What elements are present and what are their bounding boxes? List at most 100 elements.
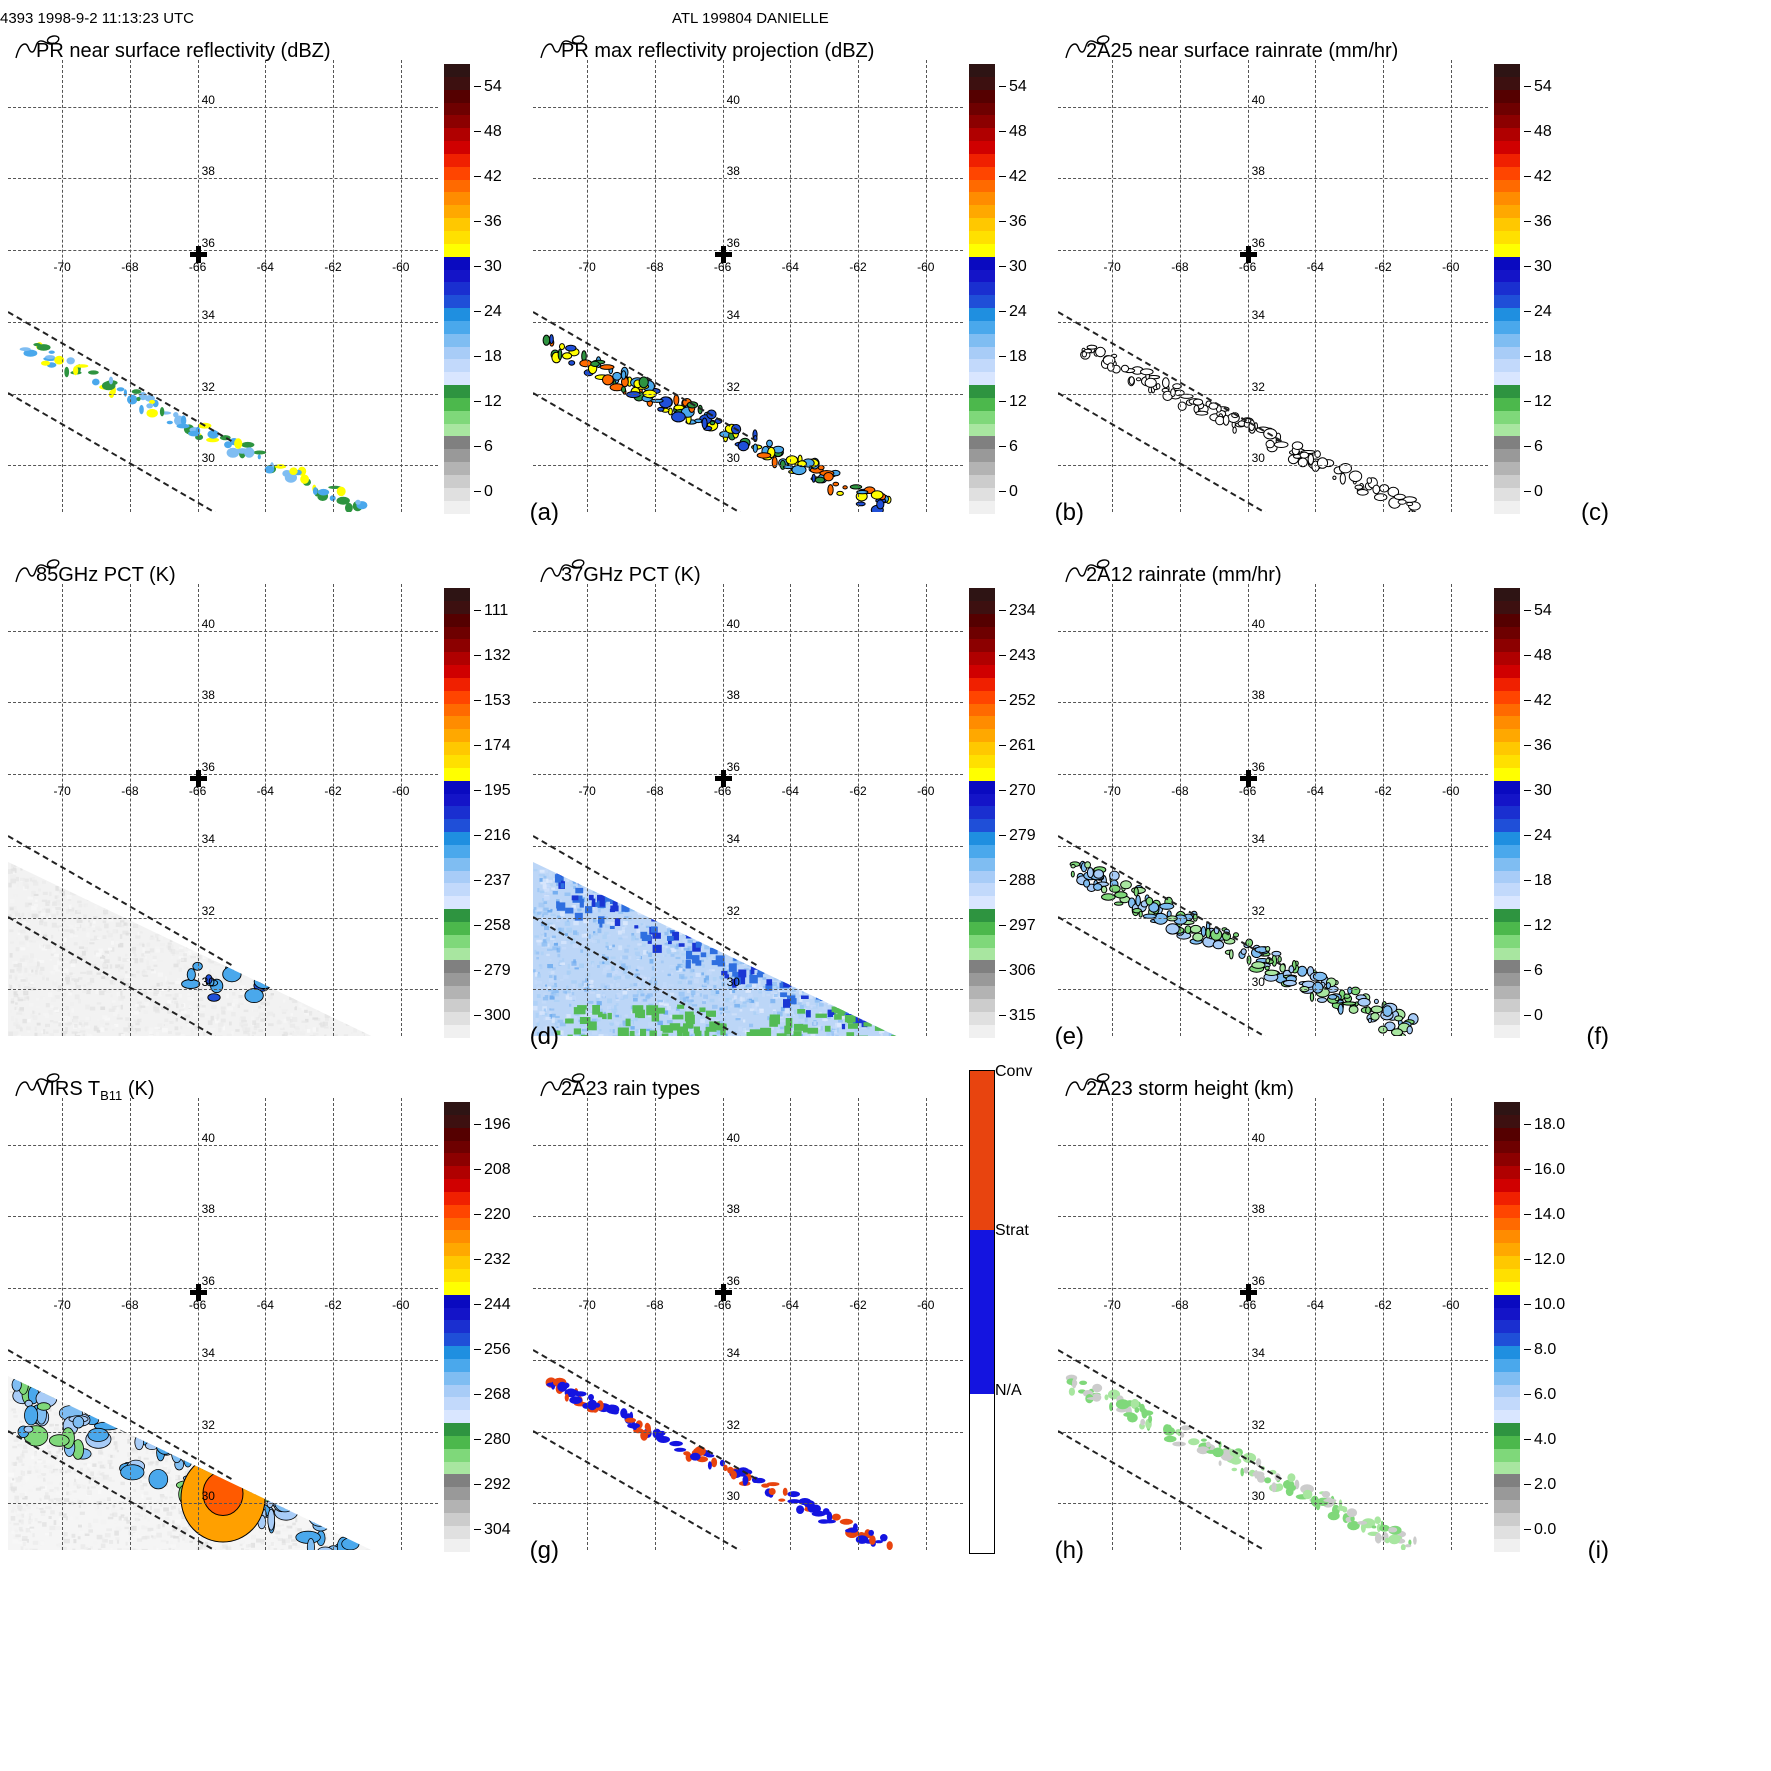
grid-line-lat xyxy=(533,1288,963,1290)
panel-title-subscript: B11 xyxy=(100,1088,123,1103)
colorbar-segment xyxy=(444,230,470,244)
colorbar-tick-label: 42 xyxy=(999,168,1027,186)
tick-dash xyxy=(999,400,1006,402)
lon-tick-label: -62 xyxy=(1374,259,1392,274)
colorbar-tick-label: 174 xyxy=(474,737,511,755)
grid-line-lat xyxy=(8,1288,438,1290)
panel-title-a: PR near surface reflectivity (dBZ) xyxy=(36,40,331,62)
colorbar-tick-label: 18 xyxy=(474,348,502,366)
panel-letter-e: (e) xyxy=(1054,1023,1084,1050)
map-g[interactable]: -70 -68 -66 -64 -62 -60 40 38 36 34 32 30 xyxy=(8,1098,438,1550)
panel-letter-a: (a) xyxy=(529,499,559,526)
colorbar-tick-label: 292 xyxy=(474,1476,511,1494)
tick-value: 220 xyxy=(484,1205,511,1223)
map-d[interactable]: -70 -68 -66 -64 -62 -60 40 38 36 34 32 30 xyxy=(8,584,438,1036)
colorbar-segment xyxy=(1494,921,1520,935)
tick-dash xyxy=(474,1528,481,1530)
colorbar-tick-label: 54 xyxy=(1524,602,1552,620)
colorbar-segment xyxy=(1494,819,1520,833)
colorbar-segment xyxy=(1494,179,1520,193)
tick-dash xyxy=(999,609,1006,611)
storm-center-marker xyxy=(189,245,207,263)
colorbar-segment xyxy=(1494,230,1520,244)
grid-line-lat xyxy=(533,630,963,632)
tick-value: 279 xyxy=(1009,826,1036,844)
colorbar-segment xyxy=(444,716,470,730)
colorbar-segment xyxy=(444,1114,470,1128)
colorbar-tick-label: 30 xyxy=(1524,782,1552,800)
colorbar-segment xyxy=(444,500,470,514)
grid-line-lat xyxy=(8,1503,438,1505)
colorbar-segment xyxy=(1494,1114,1520,1128)
satellite-swath xyxy=(8,861,372,1036)
colorbar-segment xyxy=(969,639,995,653)
grid-line-lon xyxy=(1247,1098,1249,1550)
grid-line-lon xyxy=(197,1098,199,1550)
tick-value: 306 xyxy=(1009,961,1036,979)
map-f[interactable]: -70 -68 -66 -64 -62 -60 40 38 36 34 32 30 xyxy=(1058,584,1488,1036)
colorbar-segment xyxy=(1494,359,1520,373)
colorbar-segment xyxy=(444,1011,470,1025)
lon-tick-label: -68 xyxy=(121,259,139,274)
colorbar-segment xyxy=(1494,690,1520,704)
grid-line-lon xyxy=(1315,1098,1317,1550)
tick-value: 0 xyxy=(1534,482,1543,500)
tick-value: 42 xyxy=(484,167,502,185)
map-i[interactable]: -70 -68 -66 -64 -62 -60 40 38 36 34 32 30 xyxy=(1058,1098,1488,1550)
tick-dash xyxy=(1524,1528,1531,1530)
colorbar-segment xyxy=(1494,1024,1520,1038)
map-h[interactable]: -70 -68 -66 -64 -62 -60 40 38 36 34 32 30 xyxy=(533,1098,963,1550)
lon-tick-label: -64 xyxy=(781,1297,799,1312)
lat-tick-label: 34 xyxy=(1251,831,1265,846)
lat-tick-label: 36 xyxy=(726,1274,740,1289)
tick-dash xyxy=(474,609,481,611)
grid-line-lon xyxy=(790,584,792,1036)
colorbar-segment xyxy=(444,1217,470,1231)
panel-title-h: 2A23 rain types xyxy=(561,1078,700,1100)
tick-dash xyxy=(999,699,1006,701)
lon-tick-label: -66 xyxy=(1238,259,1257,274)
colorbar-tick-label: 268 xyxy=(474,1386,511,1404)
rainrate-colorbar xyxy=(1494,64,1520,514)
map-c[interactable]: -70 -68 -66 -64 -62 -60 40 38 36 34 32 30 xyxy=(1058,60,1488,512)
colorbar-segment xyxy=(969,359,995,373)
tick-dash xyxy=(1524,1438,1531,1440)
colorbar-tick-label: 208 xyxy=(474,1161,511,1179)
colorbar-tick-label: 261 xyxy=(999,737,1036,755)
colorbar-tick-label: 237 xyxy=(474,872,511,890)
tick-dash xyxy=(999,744,1006,746)
map-a[interactable]: -70 -68 -66 -64 -62 -60 40 38 36 34 32 30 xyxy=(8,60,438,512)
grid-line-lon xyxy=(1179,60,1181,512)
lat-tick-label: 34 xyxy=(726,1345,740,1360)
colorbar-tick-label: 42 xyxy=(1524,692,1552,710)
tick-dash xyxy=(999,879,1006,881)
lon-tick-label: -66 xyxy=(188,259,207,274)
grid-line-lon xyxy=(722,584,724,1036)
colorbar-tick-label: 30 xyxy=(999,258,1027,276)
grid-line-lat xyxy=(1058,774,1488,776)
panel-title-c: 2A25 near surface rainrate (mm/hr) xyxy=(1086,40,1399,62)
tick-dash xyxy=(474,1438,481,1440)
lon-tick-label: -64 xyxy=(256,259,274,274)
tick-dash xyxy=(999,654,1006,656)
tick-value: 258 xyxy=(484,916,511,934)
colorbar-segment xyxy=(1494,1127,1520,1141)
colorbar-segment xyxy=(969,282,995,296)
grid-line-lat xyxy=(1058,321,1488,323)
colorbar-segment xyxy=(444,1191,470,1205)
grid-line-lon xyxy=(925,60,927,512)
colorbar-segment xyxy=(444,102,470,116)
map-e[interactable]: -70 -68 -66 -64 -62 -60 40 38 36 34 32 30 xyxy=(533,584,963,1036)
map-b[interactable]: -70 -68 -66 -64 -62 -60 40 38 36 34 32 30 xyxy=(533,60,963,512)
colorbar-segment xyxy=(444,729,470,743)
tick-value: 244 xyxy=(484,1295,511,1313)
colorbar-segment xyxy=(969,806,995,820)
colorbar-segment xyxy=(1494,1474,1520,1488)
lat-tick-label: 40 xyxy=(726,92,740,107)
grid-line-lon xyxy=(858,60,859,512)
tick-dash xyxy=(999,265,1006,267)
lat-tick-label: 30 xyxy=(201,975,215,990)
colorbar-segment xyxy=(969,475,995,488)
tick-dash xyxy=(1524,310,1531,312)
colorbar-segment xyxy=(969,295,995,309)
